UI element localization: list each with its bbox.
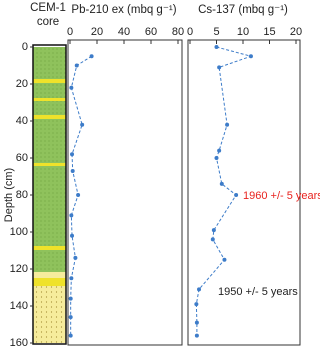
data-point: [214, 45, 219, 49]
data-point: [217, 65, 222, 70]
x-tick-label: 10: [237, 26, 249, 38]
data-point: [70, 233, 75, 238]
core-label: core: [37, 16, 59, 28]
data-point: [68, 315, 73, 320]
data-point: [194, 333, 199, 338]
y-axis-label: Depth (cm): [3, 168, 15, 222]
data-point: [222, 257, 227, 262]
chart-title: Pb-210 ex (mbq g⁻¹): [71, 4, 176, 16]
y-tick-label: 100: [10, 226, 28, 238]
data-line: [70, 55, 92, 336]
data-point: [70, 168, 75, 173]
data-point: [210, 237, 215, 242]
data-point: [194, 320, 199, 325]
plot-frame: [187, 39, 301, 346]
data-point: [70, 152, 75, 157]
y-tick-label: 120: [10, 263, 28, 275]
x-tick-label: 20: [91, 26, 103, 38]
data-point: [194, 302, 199, 307]
data-point: [74, 63, 79, 68]
plot-frame: [67, 39, 183, 346]
data-point: [197, 287, 202, 292]
y-tick-label: 80: [16, 189, 28, 201]
annotation: 1950 +/- 5 years: [218, 286, 298, 298]
x-tick-label: 0: [187, 26, 193, 38]
data-point: [69, 213, 74, 218]
x-tick-label: 60: [145, 26, 157, 38]
x-tick-label: 80: [172, 26, 184, 38]
data-point: [211, 228, 216, 233]
y-tick-label: 40: [16, 115, 28, 127]
data-point: [248, 54, 253, 59]
data-point: [73, 255, 78, 260]
data-point: [234, 193, 239, 197]
y-tick-label: 0: [22, 41, 28, 53]
x-tick-label: 15: [263, 26, 275, 38]
data-point: [89, 54, 94, 59]
x-tick-label: 40: [118, 26, 130, 38]
core-label: CEM-1: [30, 2, 66, 14]
data-point: [225, 122, 230, 127]
x-tick-label: 5: [213, 26, 219, 38]
data-point: [68, 296, 73, 301]
chart-title: Cs-137 (mbq g⁻¹): [198, 4, 288, 16]
x-tick-label: 0: [67, 26, 73, 38]
y-tick-label: 160: [10, 337, 28, 349]
y-tick-label: 60: [16, 152, 28, 164]
data-point: [76, 193, 81, 197]
y-tick-label: 140: [10, 300, 28, 312]
x-tick-label: 20: [290, 26, 302, 38]
data-point: [217, 148, 222, 153]
annotation: 1960 +/- 5 years: [243, 190, 320, 202]
data-point: [69, 276, 74, 281]
data-point: [69, 85, 74, 90]
core-column: [32, 44, 67, 345]
data-point: [214, 156, 219, 160]
y-tick-label: 20: [16, 78, 28, 90]
data-point: [80, 122, 85, 127]
data-point: [68, 333, 73, 338]
data-point: [219, 181, 224, 186]
